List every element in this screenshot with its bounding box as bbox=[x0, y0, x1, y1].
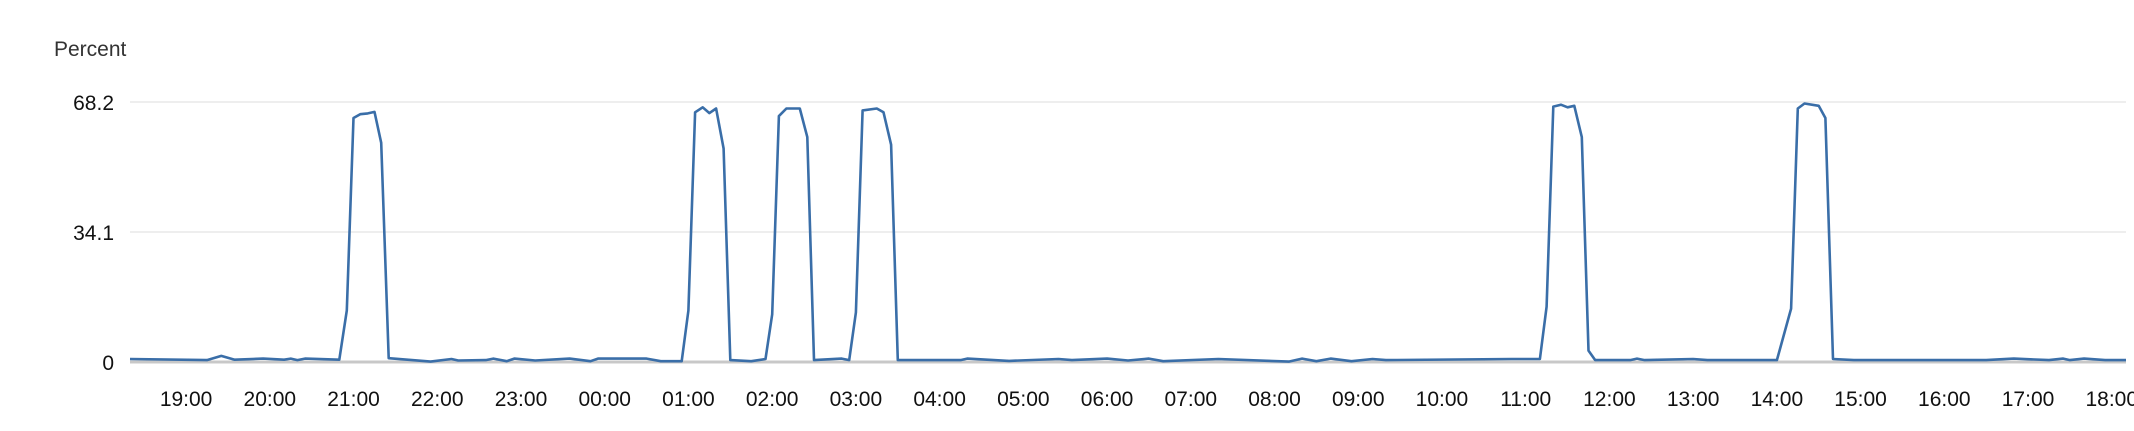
y-axis-ticks: 0 34.1 68.2 bbox=[73, 92, 114, 375]
x-axis-ticks: 19:00 20:00 21:00 22:00 23:00 00:00 01:00 02:00… bbox=[160, 388, 2134, 411]
x-tick-label: 21:00 bbox=[327, 388, 380, 411]
x-tick-label: 06:00 bbox=[1081, 388, 1134, 411]
x-tick-label: 15:00 bbox=[1834, 388, 1887, 411]
x-tick-label: 22:00 bbox=[411, 388, 464, 411]
y-tick-label: 68.2 bbox=[73, 92, 114, 115]
x-tick-label: 19:00 bbox=[160, 388, 213, 411]
x-tick-label: 18:00 bbox=[2085, 388, 2134, 411]
x-tick-label: 10:00 bbox=[1416, 388, 1469, 411]
x-tick-label: 07:00 bbox=[1165, 388, 1218, 411]
y-tick-label: 34.1 bbox=[73, 222, 114, 245]
x-tick-label: 03:00 bbox=[830, 388, 883, 411]
x-tick-label: 04:00 bbox=[913, 388, 966, 411]
x-tick-label: 11:00 bbox=[1500, 388, 1551, 411]
x-tick-label: 05:00 bbox=[997, 388, 1050, 411]
x-tick-label: 12:00 bbox=[1583, 388, 1636, 411]
series-line bbox=[129, 102, 2126, 363]
y-axis-label: Percent bbox=[54, 38, 127, 61]
x-tick-label: 14:00 bbox=[1751, 388, 1804, 411]
x-tick-label: 16:00 bbox=[1918, 388, 1971, 411]
x-tick-label: 00:00 bbox=[578, 388, 631, 411]
series-layer bbox=[129, 102, 2126, 363]
x-tick-label: 01:00 bbox=[662, 388, 715, 411]
x-tick-label: 17:00 bbox=[2002, 388, 2055, 411]
x-tick-label: 13:00 bbox=[1667, 388, 1720, 411]
x-tick-label: 02:00 bbox=[746, 388, 799, 411]
y-tick-label: 0 bbox=[102, 352, 114, 375]
x-tick-label: 09:00 bbox=[1332, 388, 1385, 411]
x-tick-label: 23:00 bbox=[495, 388, 548, 411]
x-tick-label: 20:00 bbox=[244, 388, 297, 411]
x-tick-label: 08:00 bbox=[1248, 388, 1301, 411]
